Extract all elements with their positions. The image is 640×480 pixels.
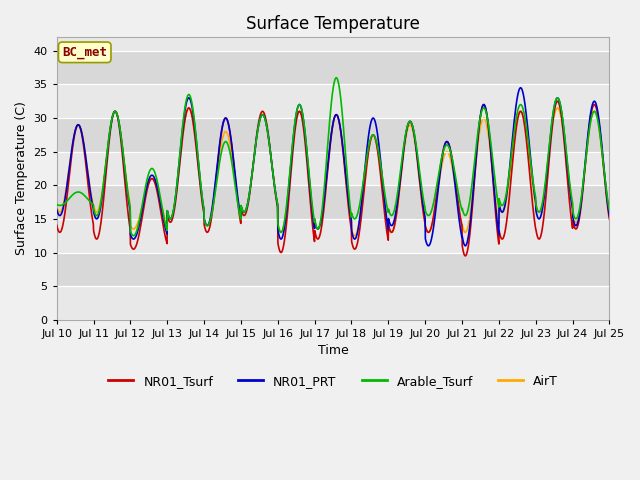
Arable_Tsurf: [53, 202, 61, 207]
AirT: [207, 213, 215, 219]
NR01_PRT: [361, 165, 369, 171]
NR01_Tsurf: [361, 179, 369, 185]
AirT: [557, 115, 565, 120]
NR01_Tsurf: [53, 222, 61, 228]
NR01_Tsurf: [573, 226, 580, 232]
Arable_Tsurf: [494, 200, 502, 206]
Legend: NR01_Tsurf, NR01_PRT, Arable_Tsurf, AirT: NR01_Tsurf, NR01_PRT, Arable_Tsurf, AirT: [103, 370, 563, 393]
Text: BC_met: BC_met: [62, 46, 108, 59]
Line: NR01_Tsurf: NR01_Tsurf: [57, 101, 609, 256]
Line: AirT: AirT: [57, 108, 609, 236]
NR01_PRT: [349, 233, 356, 239]
Bar: [57, 286, 609, 320]
Y-axis label: Surface Temperature (C): Surface Temperature (C): [15, 102, 28, 255]
Arable_Tsurf: [557, 105, 565, 111]
Bar: [57, 51, 609, 84]
AirT: [573, 219, 580, 225]
Arable_Tsurf: [332, 75, 340, 81]
NR01_PRT: [557, 106, 565, 112]
Line: NR01_PRT: NR01_PRT: [57, 88, 609, 246]
AirT: [605, 211, 613, 216]
NR01_Tsurf: [605, 216, 613, 222]
NR01_PRT: [573, 223, 580, 228]
NR01_Tsurf: [554, 98, 561, 104]
Bar: [57, 252, 609, 286]
NR01_Tsurf: [557, 111, 565, 117]
AirT: [53, 204, 61, 209]
Arable_Tsurf: [573, 216, 580, 222]
NR01_Tsurf: [461, 253, 469, 259]
X-axis label: Time: Time: [317, 344, 348, 357]
Bar: [57, 152, 609, 185]
NR01_PRT: [424, 243, 432, 249]
Arable_Tsurf: [605, 207, 613, 213]
Line: Arable_Tsurf: Arable_Tsurf: [57, 78, 609, 236]
Bar: [57, 219, 609, 252]
AirT: [185, 105, 193, 111]
AirT: [351, 233, 358, 239]
NR01_PRT: [53, 206, 61, 212]
Arable_Tsurf: [130, 233, 138, 239]
Title: Surface Temperature: Surface Temperature: [246, 15, 420, 33]
AirT: [349, 231, 357, 237]
AirT: [362, 169, 369, 175]
NR01_PRT: [494, 224, 502, 230]
NR01_Tsurf: [207, 219, 214, 225]
Bar: [57, 185, 609, 219]
Bar: [57, 84, 609, 118]
Arable_Tsurf: [362, 163, 369, 169]
Bar: [57, 118, 609, 152]
NR01_PRT: [207, 213, 214, 219]
NR01_PRT: [605, 213, 613, 219]
NR01_Tsurf: [349, 244, 356, 250]
Arable_Tsurf: [207, 214, 215, 220]
NR01_Tsurf: [494, 233, 502, 239]
Arable_Tsurf: [349, 215, 357, 221]
AirT: [494, 216, 502, 222]
NR01_PRT: [516, 85, 524, 91]
